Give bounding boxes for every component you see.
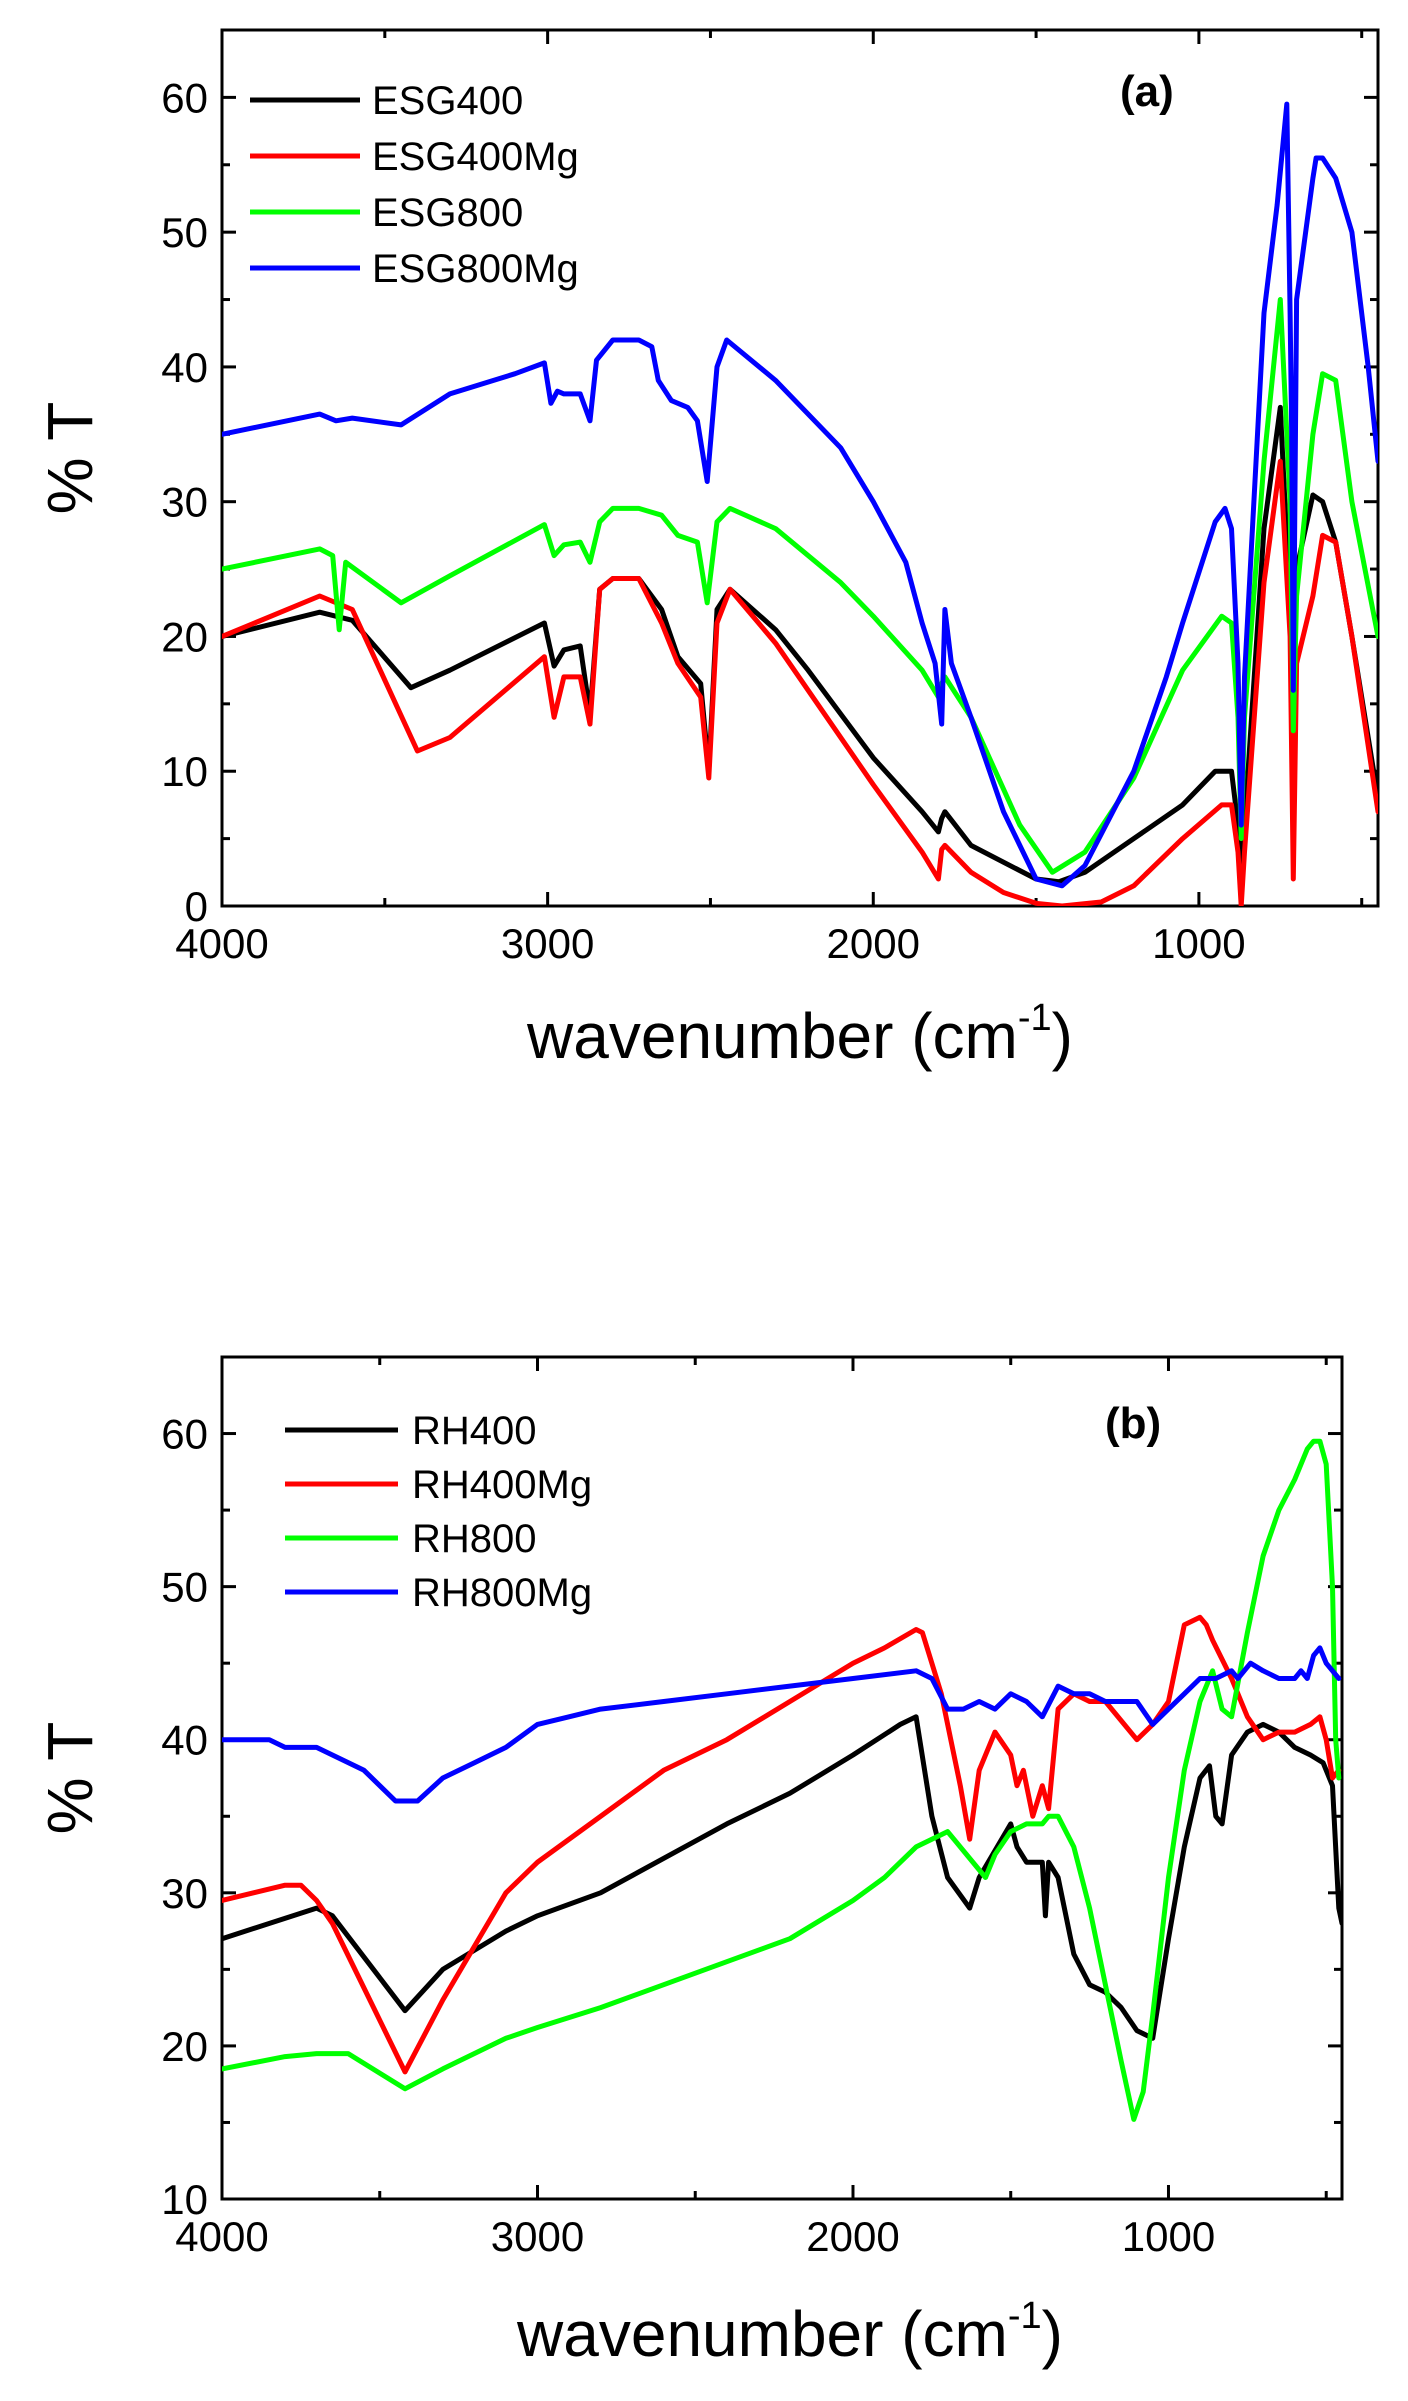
- legend-label: ESG800: [372, 191, 523, 235]
- series-line-esg400mg: [222, 458, 1378, 906]
- y-tick-label: 30: [161, 479, 208, 526]
- y-tick-label: 20: [161, 2023, 208, 2070]
- legend-label: RH400: [412, 1409, 537, 1453]
- x-tick-label: 4000: [175, 920, 268, 967]
- series-line-esg800: [222, 297, 1378, 875]
- y-tick-label: 0: [185, 883, 208, 930]
- y-tick-label: 50: [161, 1564, 208, 1611]
- series-lines: [222, 1438, 1342, 2122]
- plot-frame: [220, 28, 1380, 908]
- y-tick-label: 10: [161, 2176, 208, 2223]
- x-tick-label: 2000: [806, 2213, 899, 2260]
- x-tick-label: 3000: [491, 2213, 584, 2260]
- y-tick-label: 30: [161, 1870, 208, 1917]
- x-tick-label: 1000: [1122, 2213, 1215, 2260]
- x-tick-label: 1000: [1152, 920, 1245, 967]
- x-tick-label: 4000: [175, 2213, 268, 2260]
- legend: ESG400 ESG400Mg ESG800 ESG800Mg: [250, 79, 579, 291]
- panel-label: (a): [1120, 67, 1174, 116]
- x-axis-label: wavenumber (cm-1): [526, 997, 1073, 1072]
- y-tick-label: 60: [161, 1411, 208, 1458]
- legend: RH400 RH400Mg RH800 RH800Mg: [285, 1409, 592, 1615]
- legend-label: ESG400Mg: [372, 135, 579, 179]
- y-tick-label: 50: [161, 209, 208, 256]
- y-tick-label: 20: [161, 613, 208, 660]
- y-tick-label: 60: [161, 74, 208, 121]
- x-tick-label: 2000: [827, 920, 920, 967]
- plot-frame: [220, 1355, 1344, 2201]
- series-lines: [222, 101, 1378, 906]
- panel-label: (b): [1105, 1399, 1161, 1448]
- series-line-esg800mg: [222, 101, 1378, 889]
- tick-labels: 4000 3000 2000 1000 10 20 30 40 50 60: [161, 1411, 1215, 2260]
- x-axis-label: wavenumber (cm-1): [516, 2295, 1063, 2370]
- series-line-rh400mg: [222, 1614, 1342, 2075]
- y-tick-label: 40: [161, 1717, 208, 1764]
- y-axis-label: % T: [34, 402, 106, 515]
- legend-label: RH800: [412, 1517, 537, 1561]
- series-line-esg400: [222, 404, 1378, 885]
- x-tick-label: 3000: [501, 920, 594, 967]
- series-line-rh800: [222, 1438, 1342, 2122]
- legend-label: ESG400: [372, 79, 523, 123]
- legend-label: ESG800Mg: [372, 247, 579, 291]
- y-tick-label: 10: [161, 748, 208, 795]
- y-tick-label: 40: [161, 344, 208, 391]
- tick-labels: 4000 3000 2000 1000 0 10 20 30 40 50 60: [161, 74, 1245, 967]
- series-line-rh800mg: [222, 1645, 1342, 1804]
- series-line-rh400: [222, 1714, 1342, 2041]
- chart-panel-b: 4000 3000 2000 1000 10 20 30 40 50 60 RH400 RH400M…: [34, 1355, 1344, 2370]
- legend-label: RH400Mg: [412, 1463, 592, 1507]
- y-axis-label: % T: [34, 1722, 106, 1835]
- legend-label: RH800Mg: [412, 1571, 592, 1615]
